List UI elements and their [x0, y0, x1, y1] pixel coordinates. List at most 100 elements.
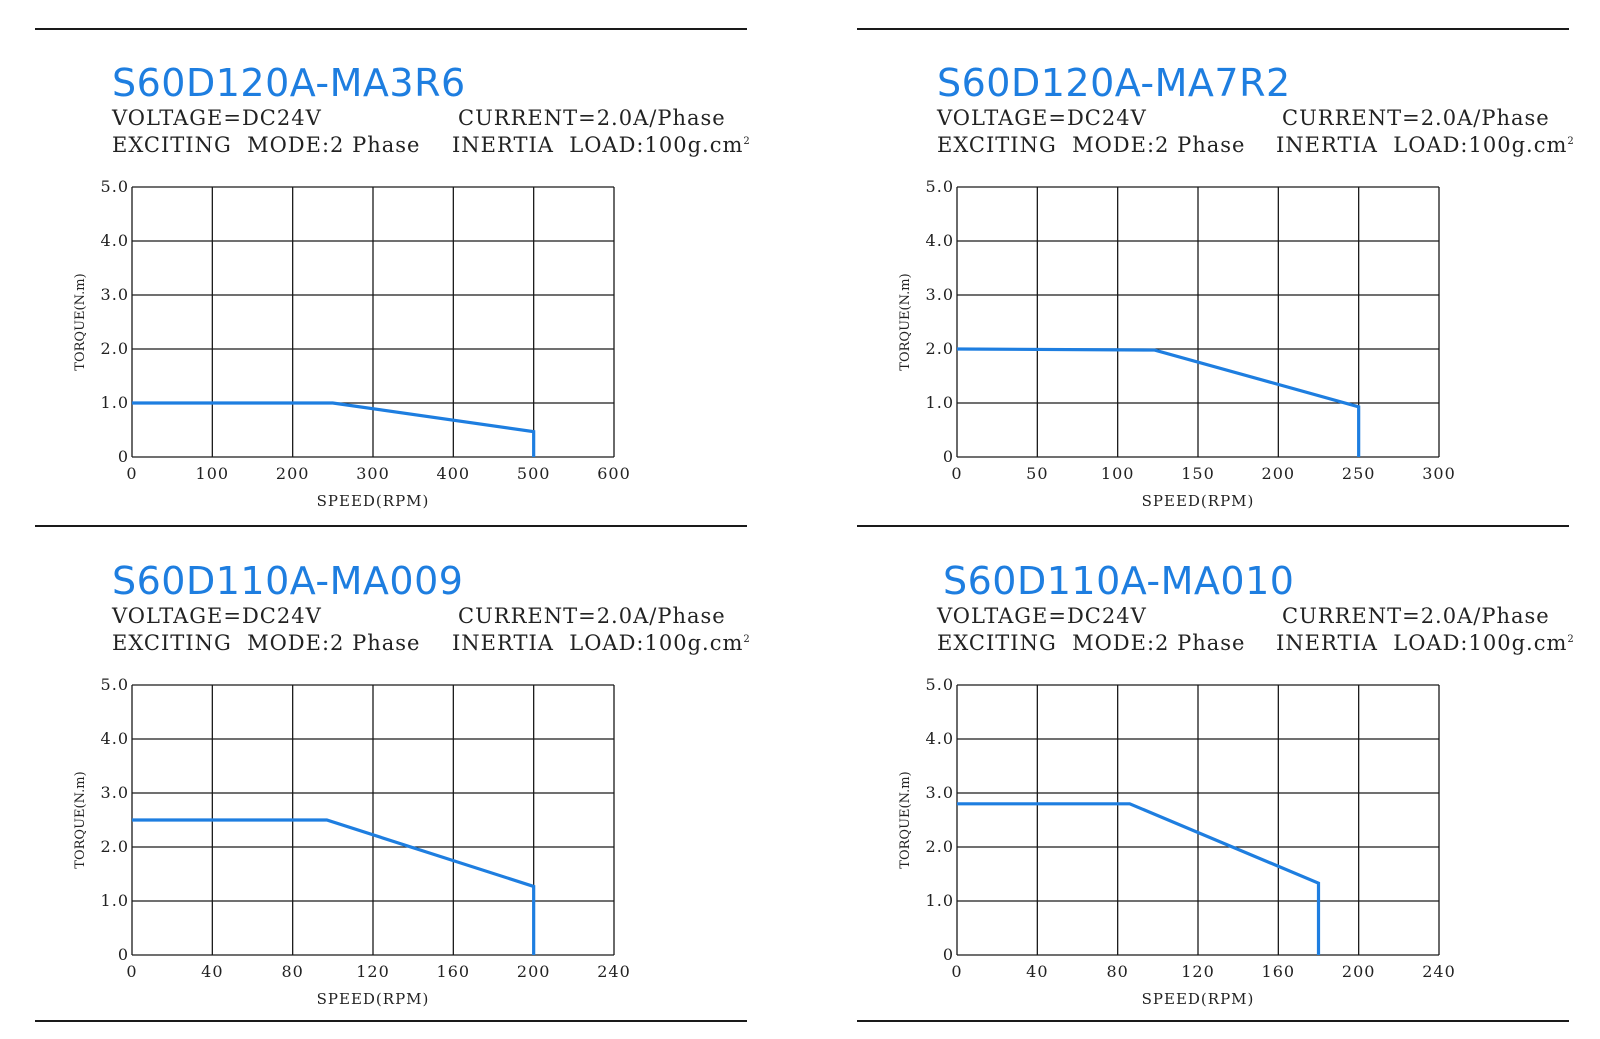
- voltage-spec: VOLTAGE=DC24V: [112, 106, 322, 130]
- x-tick-label: 100: [196, 464, 230, 483]
- y-tick-label: 1.0: [101, 393, 129, 412]
- voltage-spec: VOLTAGE=DC24V: [937, 106, 1147, 130]
- x-tick-label: 500: [517, 464, 551, 483]
- x-tick-label: 240: [597, 962, 631, 981]
- inertia-load-text: INERTIA LOAD:100g.cm: [1276, 631, 1568, 655]
- y-tick-label: 2.0: [926, 837, 954, 856]
- y-tick-label: 5.0: [926, 675, 954, 694]
- y-tick-label: 0: [118, 447, 129, 466]
- torque-speed-chart: 0 50 100 150 200 250 300 0 1.0 2.0 3.0 4.0 5.0 SPEED(…: [898, 177, 1456, 510]
- torque-speed-chart: 0 40 80 120 160 200 240 0 1.0 2.0 3.0 4.0 5.0 SPEED(R…: [898, 675, 1456, 1008]
- x-axis-label: SPEED(RPM): [317, 492, 430, 510]
- x-tick-label: 40: [201, 962, 223, 981]
- x-tick-label: 80: [1106, 962, 1128, 981]
- x-tick-label: 600: [597, 464, 631, 483]
- torque-curve: [132, 818, 536, 955]
- y-tick-label: 3.0: [101, 285, 129, 304]
- voltage-spec: VOLTAGE=DC24V: [937, 604, 1147, 628]
- model-title: S60D110A-MA010: [943, 559, 1295, 603]
- x-axis-label: SPEED(RPM): [317, 990, 430, 1008]
- y-tick-label: 2.0: [926, 339, 954, 358]
- y-tick-label: 5.0: [101, 177, 129, 196]
- x-tick-label: 200: [276, 464, 310, 483]
- voltage-spec: VOLTAGE=DC24V: [112, 604, 322, 628]
- inertia-load-spec: INERTIA LOAD:100g.cm2: [452, 135, 751, 156]
- y-tick-label: 0: [943, 447, 954, 466]
- current-spec: CURRENT=2.0A/Phase: [458, 604, 726, 628]
- separator-middle-left: [35, 525, 747, 527]
- inertia-load-spec: INERTIA LOAD:100g.cm2: [452, 633, 751, 654]
- torque-curve: [957, 802, 1321, 955]
- current-spec: CURRENT=2.0A/Phase: [1282, 106, 1550, 130]
- y-tick-label: 1.0: [926, 891, 954, 910]
- x-tick-label: 0: [951, 464, 962, 483]
- inertia-load-text: INERTIA LOAD:100g.cm: [452, 631, 744, 655]
- current-spec: CURRENT=2.0A/Phase: [458, 106, 726, 130]
- exciting-mode-spec: EXCITING MODE:2 Phase: [112, 133, 421, 157]
- y-axis-label: TORQUE(N.m): [73, 771, 88, 868]
- y-tick-label: 3.0: [926, 783, 954, 802]
- y-tick-label: 0: [118, 945, 129, 964]
- x-tick-label: 100: [1101, 464, 1135, 483]
- model-title: S60D110A-MA009: [112, 559, 464, 603]
- y-tick-label: 2.0: [101, 339, 129, 358]
- x-tick-label: 120: [1181, 962, 1215, 981]
- y-axis-label: TORQUE(N.m): [898, 273, 913, 370]
- y-tick-label: 4.0: [101, 231, 129, 250]
- x-tick-label: 120: [356, 962, 390, 981]
- inertia-unit-superscript: 2: [743, 634, 751, 645]
- inertia-load-text: INERTIA LOAD:100g.cm: [452, 133, 744, 157]
- current-spec: CURRENT=2.0A/Phase: [1282, 604, 1550, 628]
- inertia-load-text: INERTIA LOAD:100g.cm: [1276, 133, 1568, 157]
- x-tick-label: 80: [281, 962, 303, 981]
- x-tick-label: 400: [437, 464, 471, 483]
- y-tick-label: 5.0: [101, 675, 129, 694]
- y-tick-label: 4.0: [101, 729, 129, 748]
- x-tick-label: 200: [1262, 464, 1296, 483]
- y-tick-label: 1.0: [926, 393, 954, 412]
- separator-top-right: [857, 28, 1569, 30]
- x-tick-label: 0: [126, 464, 137, 483]
- separator-bottom-left: [35, 1020, 747, 1022]
- x-tick-label: 160: [437, 962, 471, 981]
- x-tick-label: 40: [1026, 962, 1048, 981]
- x-tick-label: 160: [1262, 962, 1296, 981]
- x-axis-label: SPEED(RPM): [1142, 990, 1255, 1008]
- separator-top-left: [35, 28, 747, 30]
- x-axis-label: SPEED(RPM): [1142, 492, 1255, 510]
- inertia-unit-superscript: 2: [1567, 136, 1575, 147]
- torque-speed-chart: 0 40 80 120 160 200 240 0 1.0 2.0 3.0 4.0 5.0 SPEED(R…: [73, 675, 631, 1008]
- separator-bottom-right: [857, 1020, 1569, 1022]
- y-tick-label: 4.0: [926, 231, 954, 250]
- inertia-unit-superscript: 2: [1567, 634, 1575, 645]
- inertia-load-spec: INERTIA LOAD:100g.cm2: [1276, 135, 1575, 156]
- torque-speed-chart: 0 100 200 300 400 500 600 0 1.0 2.0 3.0 4.0 5.0 SPEED…: [73, 177, 631, 510]
- x-tick-label: 250: [1342, 464, 1376, 483]
- torque-curve: [132, 401, 536, 457]
- y-tick-label: 1.0: [101, 891, 129, 910]
- y-tick-label: 3.0: [926, 285, 954, 304]
- inertia-unit-superscript: 2: [743, 136, 751, 147]
- model-title: S60D120A-MA3R6: [112, 61, 466, 105]
- x-tick-label: 200: [1342, 962, 1376, 981]
- x-tick-label: 0: [951, 962, 962, 981]
- x-tick-label: 0: [126, 962, 137, 981]
- y-tick-label: 4.0: [926, 729, 954, 748]
- y-tick-label: 5.0: [926, 177, 954, 196]
- x-tick-label: 150: [1181, 464, 1215, 483]
- y-tick-label: 3.0: [101, 783, 129, 802]
- inertia-load-spec: INERTIA LOAD:100g.cm2: [1276, 633, 1575, 654]
- x-tick-label: 240: [1422, 962, 1456, 981]
- x-tick-label: 300: [356, 464, 390, 483]
- y-tick-label: 2.0: [101, 837, 129, 856]
- exciting-mode-spec: EXCITING MODE:2 Phase: [937, 133, 1246, 157]
- model-title: S60D120A-MA7R2: [937, 61, 1291, 105]
- x-tick-label: 300: [1422, 464, 1456, 483]
- exciting-mode-spec: EXCITING MODE:2 Phase: [112, 631, 421, 655]
- y-axis-label: TORQUE(N.m): [73, 273, 88, 370]
- torque-curve: [956, 347, 1361, 457]
- exciting-mode-spec: EXCITING MODE:2 Phase: [937, 631, 1246, 655]
- x-tick-label: 50: [1026, 464, 1048, 483]
- y-axis-label: TORQUE(N.m): [898, 771, 913, 868]
- x-tick-label: 200: [517, 962, 551, 981]
